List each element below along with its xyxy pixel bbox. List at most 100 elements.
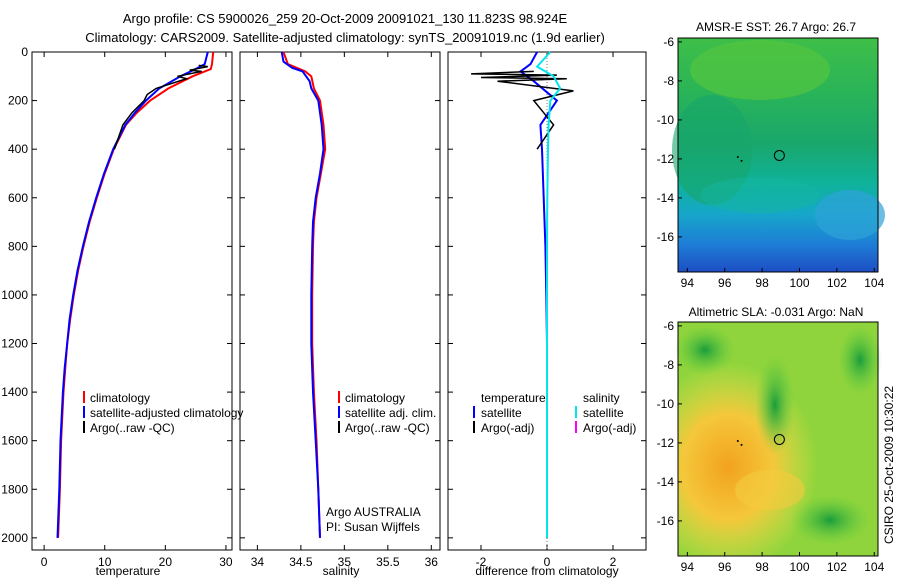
x-tick-label: 2 — [610, 555, 617, 569]
y-tick-label: 1000 — [1, 288, 28, 302]
temperature-plot: 0 10 20 30 0 200 400 600 800 1000 1200 1400 1600 1800… — [1, 45, 233, 569]
x-tick-label: 100 — [789, 560, 809, 574]
x-tick-label: 102 — [827, 276, 847, 290]
x-tick-label: 34 — [251, 555, 265, 569]
x-tick-label: 34.5 — [289, 555, 313, 569]
sst-patch — [690, 40, 830, 100]
legend-label-climatology: climatology — [345, 391, 405, 405]
sst-patch — [815, 190, 885, 240]
legend-label-temp-satellite: satellite — [481, 406, 522, 420]
sst-patch — [672, 95, 752, 205]
track-dot — [736, 439, 739, 442]
y-tick-label: -16 — [657, 230, 675, 244]
legend-label-argo: Argo(..raw -QC) — [345, 421, 430, 435]
y-tick-label: -12 — [657, 436, 675, 450]
x-tick-label: 10 — [98, 555, 112, 569]
sst-map — [672, 37, 885, 273]
legend-label-sal-argo: Argo(-adj) — [583, 421, 636, 435]
y-tick-label: -6 — [663, 35, 674, 49]
track-dot — [736, 155, 739, 158]
sla-patch — [790, 495, 870, 545]
salinity-annotation-line2: PI: Susan Wijffels — [326, 520, 420, 534]
legend-label-satellite-adj: satellite adj. clim. — [345, 406, 436, 420]
salinity-legend: climatology satellite adj. clim. Argo(..… — [338, 391, 436, 435]
y-tick-label: 400 — [8, 142, 28, 156]
series-line-climatology — [282, 51, 327, 538]
temperature-xlabel: temperature — [96, 564, 161, 578]
y-tick-label: 200 — [8, 94, 28, 108]
sst-map-title: AMSR-E SST: 26.7 Argo: 26.7 — [696, 20, 856, 34]
legend-title-salinity: salinity — [583, 391, 620, 405]
x-tick-label: 20 — [159, 555, 173, 569]
y-tick-label: -14 — [657, 475, 675, 489]
x-tick-label: 94 — [681, 276, 695, 290]
sst-patch — [700, 177, 820, 213]
x-tick-label: 98 — [755, 276, 769, 290]
y-tick-label: 2000 — [1, 531, 28, 545]
y-tick-label: 800 — [8, 239, 28, 253]
sla-patch — [675, 325, 735, 375]
difference-xlabel: difference from climatology — [475, 564, 618, 578]
x-tick-label: 100 — [789, 276, 809, 290]
y-tick-label: 1200 — [1, 337, 28, 351]
sst-map-axes: 94 96 98 100 102 104 -6 -8 -10 -12 -14 -16 — [657, 35, 885, 290]
float-position-marker — [773, 433, 785, 445]
legend-label-sal-satellite: satellite — [583, 406, 624, 420]
x-tick-label: 35.5 — [376, 555, 400, 569]
y-tick-label: -8 — [663, 358, 674, 372]
sla-map-frame — [677, 321, 879, 557]
sla-map-axes: 94 96 98 100 102 104 -6 -8 -10 -12 -14 -16 — [657, 319, 885, 574]
sla-map — [675, 321, 882, 557]
salinity-plot: 34 34.5 35 35.5 36 — [240, 51, 440, 569]
y-tick-label: -6 — [663, 319, 674, 333]
x-tick-label: 0 — [544, 555, 551, 569]
float-position-marker — [773, 149, 785, 161]
figure-title-line1: Argo profile: CS 5900026_259 20-Oct-2009… — [123, 11, 568, 26]
x-tick-label: 0 — [41, 555, 48, 569]
x-tick-label: 30 — [219, 555, 233, 569]
sla-patch — [755, 355, 795, 455]
x-tick-label: 35 — [338, 555, 352, 569]
y-tick-label: 1800 — [1, 482, 28, 496]
sla-patch — [838, 325, 882, 395]
x-tick-label: -2 — [476, 555, 487, 569]
sla-map-title: Altimetric SLA: -0.031 Argo: NaN — [689, 305, 864, 319]
series-line-salinity-satellite — [535, 51, 562, 538]
series-line-argo-raw-qc- — [113, 64, 208, 150]
series-line-satellite-adjusted-climatology — [56, 51, 209, 538]
y-tick-label: 0 — [21, 45, 28, 59]
series-line-satellite-adj-clim- — [280, 51, 325, 538]
y-tick-label: -12 — [657, 152, 675, 166]
track-dot — [740, 443, 743, 446]
salinity-xlabel: salinity — [323, 564, 360, 578]
x-tick-label: 104 — [864, 276, 884, 290]
x-tick-label: 104 — [864, 560, 884, 574]
salinity-annotation-line1: Argo AUSTRALIA — [326, 505, 421, 519]
salinity-panel — [239, 51, 441, 551]
y-tick-label: -8 — [663, 74, 674, 88]
side-label: CSIRO 25-Oct-2009 10:30:22 — [882, 386, 896, 544]
x-tick-label: 98 — [755, 560, 769, 574]
sla-patch — [735, 470, 805, 510]
track-dot — [740, 159, 743, 162]
sst-map-frame — [677, 37, 879, 273]
y-tick-label: -10 — [657, 397, 675, 411]
difference-plot: -2 0 2 — [448, 51, 646, 569]
temperature-panel — [31, 51, 233, 551]
x-tick-label: 102 — [827, 560, 847, 574]
x-tick-label: 94 — [681, 560, 695, 574]
legend-label-argo: Argo(..raw -QC) — [90, 421, 175, 435]
x-tick-label: 36 — [425, 555, 439, 569]
temperature-legend: climatology satellite-adjusted climatolo… — [83, 391, 243, 435]
series-line-temperature-argo-adj- — [471, 70, 574, 150]
legend-label-satellite-adjusted: satellite-adjusted climatology — [90, 406, 243, 420]
legend-label-temp-argo: Argo(-adj) — [481, 421, 534, 435]
legend-label-climatology: climatology — [90, 391, 150, 405]
x-tick-label: 96 — [718, 560, 732, 574]
y-tick-label: -16 — [657, 514, 675, 528]
difference-legend: temperature satellite Argo(-adj) salinit… — [473, 391, 636, 435]
y-tick-label: -14 — [657, 191, 675, 205]
x-tick-label: 96 — [718, 276, 732, 290]
y-tick-label: 600 — [8, 191, 28, 205]
